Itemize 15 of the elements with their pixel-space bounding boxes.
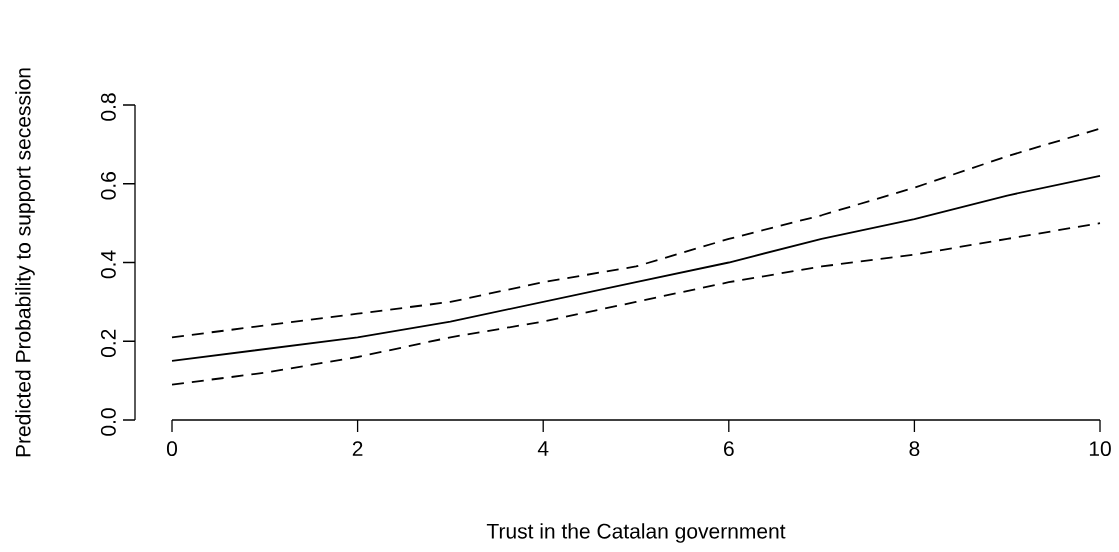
- x-axis-title: Trust in the Catalan government: [486, 523, 786, 543]
- line-series: [171, 222, 1101, 386]
- line-series: [171, 127, 1101, 339]
- y-tick-label: 0.8: [100, 93, 116, 121]
- y-tick-label: 0.4: [100, 250, 116, 279]
- text: 0.0: [100, 408, 116, 436]
- x-tick-label: 8: [909, 441, 920, 457]
- y-tick-label: 0.2: [100, 329, 116, 358]
- y-axis-title: Predicted Probability to support secession: [15, 68, 35, 457]
- x-tick-label: 2: [352, 441, 363, 456]
- x-tick-label: 0: [166, 441, 178, 457]
- x-tick-label: 10: [1089, 441, 1111, 457]
- x-tick-label: 6: [724, 441, 734, 457]
- x-tick-label: 4: [537, 441, 549, 456]
- y-tick-label: 0.6: [100, 172, 116, 200]
